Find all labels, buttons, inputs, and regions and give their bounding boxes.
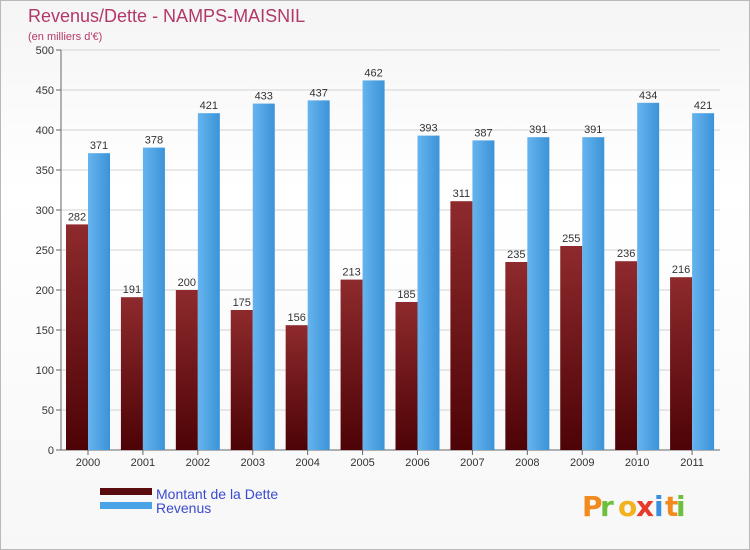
bar-debt [120,297,143,450]
bar-revenue [197,113,220,450]
data-label-revenue: 387 [474,127,492,139]
y-tick-label: 50 [42,405,54,417]
data-label-debt: 236 [617,248,635,260]
proxiti-letter: t [665,490,678,523]
x-tick-label: 2004 [295,457,319,469]
bar-debt [615,261,638,450]
data-label-revenue: 391 [529,124,547,136]
x-tick-label: 2003 [241,457,265,469]
proxiti-letter: o [618,490,637,523]
y-tick-label: 0 [48,445,54,457]
data-label-debt: 216 [672,264,690,276]
bar-debt [175,290,198,450]
bar-debt [395,302,418,450]
data-label-debt: 175 [233,297,251,309]
data-label-revenue: 371 [90,140,108,152]
bar-revenue [582,137,605,450]
proxiti-letter: r [600,490,614,523]
data-label-revenue: 421 [200,100,218,112]
x-tick-label: 2010 [625,457,649,469]
x-axis: 2000 2001 2002 2003 2004 2005 2006 2007 2008 2009… [76,450,704,469]
bar-debt [66,224,88,450]
legend-label-revenue: Revenus [156,500,211,516]
data-label-debt: 200 [178,277,196,289]
data-label-revenue: 433 [255,91,273,103]
bar-revenue [88,153,110,450]
x-tick-label: 2002 [186,457,210,469]
data-label-debt: 311 [453,188,471,200]
proxiti-letter: i [654,490,664,523]
data-label-revenue: 462 [364,67,382,79]
bar-revenue [417,135,440,450]
y-tick-label: 250 [36,245,54,257]
data-label-debt: 191 [123,284,141,296]
bar-debt [505,262,528,450]
data-label-debt: 213 [342,267,360,279]
bar-revenue [637,102,660,451]
data-label-debt: 235 [507,249,525,261]
proxiti-letter: i [676,490,686,523]
bar-debt [340,279,363,450]
data-label-revenue: 421 [694,100,712,112]
bar-revenue [307,100,330,451]
x-tick-label: 2009 [570,457,594,469]
data-label-debt: 282 [68,211,86,223]
x-tick-label: 2008 [515,457,539,469]
chart-title: Revenus/Dette - NAMPS-MAISNIL [28,6,305,26]
chart-subtitle: (en milliers d'€) [28,31,102,43]
proxiti-letter: x [636,490,654,523]
bar-revenue [692,113,715,450]
x-tick-label: 2005 [350,457,374,469]
y-tick-label: 300 [36,205,54,217]
y-axis: 0 50 100 150 200 250 300 350 400 450 500 [36,45,720,457]
data-label-revenue: 437 [309,87,327,99]
legend-label-debt: Montant de la Dette [156,486,278,502]
y-tick-label: 500 [36,45,54,57]
x-tick-label: 2001 [131,457,155,469]
bar-revenue [472,140,495,450]
x-tick-label: 2011 [680,457,704,469]
bars: 282 371 191 378 200 421 175 433 156 437 213 462 185 3… [66,67,715,451]
x-tick-label: 2006 [405,457,429,469]
y-tick-label: 450 [36,85,54,97]
bar-debt [230,310,253,450]
y-tick-label: 100 [36,365,54,377]
bar-revenue [142,147,165,450]
legend-swatch-revenue [100,502,152,509]
bar-debt [560,246,583,450]
data-label-debt: 255 [562,233,580,245]
bar-revenue [252,103,275,450]
bar-debt [670,277,693,450]
x-tick-label: 2007 [460,457,484,469]
bar-debt [450,201,473,450]
data-label-debt: 185 [397,289,415,301]
y-tick-label: 200 [36,285,54,297]
data-label-revenue: 378 [145,135,163,147]
data-label-revenue: 393 [419,123,437,135]
x-tick-label: 2000 [76,457,100,469]
proxiti-logo: Pr ox i ti [582,490,686,523]
legend-swatch-debt [100,488,152,495]
bar-revenue [362,80,385,451]
bar-revenue [527,137,550,450]
bar-debt [285,325,308,450]
y-tick-label: 150 [36,325,54,337]
data-label-revenue: 434 [639,90,657,102]
data-label-revenue: 391 [584,124,602,136]
y-tick-label: 400 [36,125,54,137]
proxiti-letter: P [582,490,603,523]
data-label-debt: 156 [287,312,305,324]
y-tick-label: 350 [36,165,54,177]
